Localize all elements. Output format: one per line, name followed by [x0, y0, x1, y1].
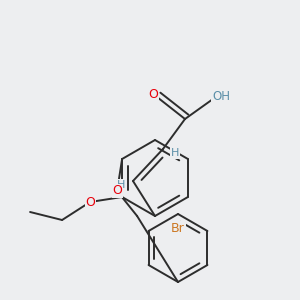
Text: OH: OH [212, 91, 230, 103]
Text: O: O [112, 184, 122, 197]
Text: O: O [85, 196, 95, 208]
Text: Br: Br [171, 221, 185, 235]
Text: H: H [117, 180, 125, 190]
Text: H: H [171, 148, 179, 158]
Text: O: O [148, 88, 158, 101]
